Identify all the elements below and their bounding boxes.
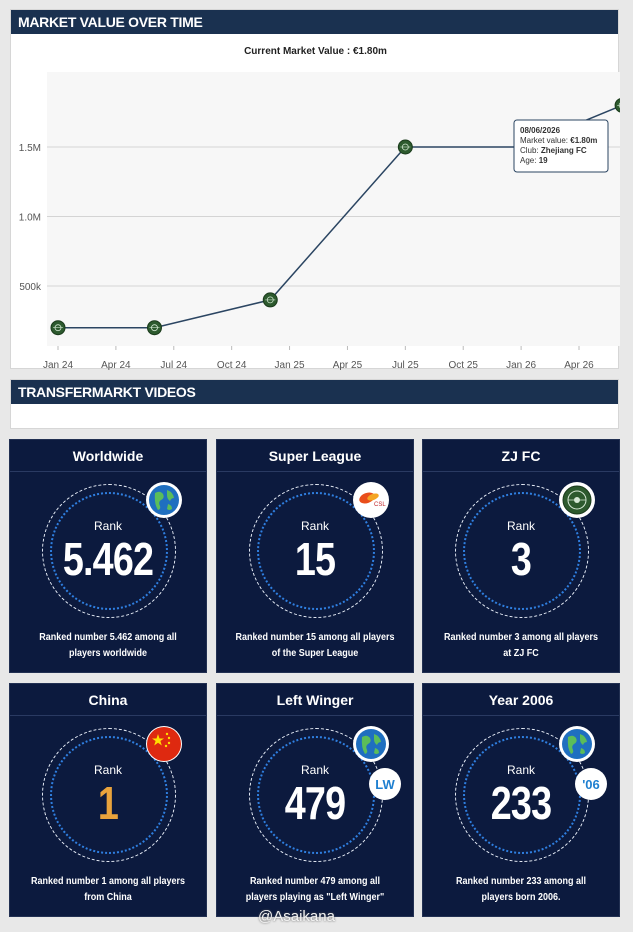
videos-header: TRANSFERMARKT VIDEOS bbox=[11, 380, 618, 404]
rank-ring-inner bbox=[50, 492, 168, 610]
x-tick-label: Jan 26 bbox=[506, 360, 536, 370]
rank-card[interactable]: Year 2006 Rank 233 '06 Ranked number 233 amo… bbox=[422, 683, 620, 917]
globe-icon bbox=[146, 482, 182, 518]
rank-ring-outer bbox=[455, 484, 589, 618]
club-crest-icon bbox=[559, 482, 595, 518]
china-flag-icon bbox=[146, 726, 182, 762]
position-badge: LW bbox=[369, 768, 401, 800]
rank-card[interactable]: China Rank 1 Ranked number 1 among all play… bbox=[9, 683, 207, 917]
rank-value: 5.462 bbox=[62, 533, 154, 585]
data-point[interactable] bbox=[50, 320, 66, 336]
videos-panel: TRANSFERMARKT VIDEOS bbox=[10, 379, 619, 429]
card-title-year-2006: Year 2006 bbox=[423, 684, 619, 716]
rank-label: Rank bbox=[506, 519, 535, 533]
rank-value: 3 bbox=[510, 533, 532, 585]
globe-icon bbox=[353, 726, 389, 762]
rank-label: Rank bbox=[300, 763, 329, 777]
rank-value: 479 bbox=[284, 777, 346, 829]
data-point[interactable] bbox=[397, 139, 413, 155]
data-point[interactable] bbox=[146, 320, 162, 336]
rank-card[interactable]: ZJ FC Rank 3 Ranked number 3 among all play… bbox=[422, 439, 620, 673]
rank-caption: Ranked number 233 among all players born… bbox=[455, 876, 587, 903]
position-badge: '06 bbox=[575, 768, 607, 800]
tooltip-line: 08/06/2026 bbox=[520, 126, 561, 135]
rank-caption: Ranked number 15 among all players of th… bbox=[235, 632, 395, 659]
svg-text:CSL: CSL bbox=[374, 502, 386, 508]
x-tick-label: Apr 25 bbox=[333, 360, 363, 370]
card-title-worldwide: Worldwide bbox=[10, 440, 206, 472]
market-value-panel: MARKET VALUE OVER TIME 500k 1.0M 1.5M Jan 2… bbox=[10, 9, 620, 370]
card-title-super-league: Super League bbox=[217, 440, 413, 472]
rank-label: Rank bbox=[506, 763, 535, 777]
y-tick-label: 1.5M bbox=[19, 143, 41, 154]
y-tick-label: 500k bbox=[19, 282, 42, 293]
rank-value: 15 bbox=[294, 533, 336, 585]
x-tick-label: Apr 26 bbox=[564, 360, 594, 370]
chart-subtitle: Current Market Value : €1.80m bbox=[244, 46, 387, 57]
card-title-left-winger: Left Winger bbox=[217, 684, 413, 716]
x-tick-label: Jan 24 bbox=[43, 360, 73, 370]
rank-ring-outer bbox=[42, 728, 176, 862]
rank-label: Rank bbox=[93, 519, 122, 533]
x-tick-label: Jul 25 bbox=[392, 360, 419, 370]
rank-label: Rank bbox=[300, 519, 329, 533]
league-logo-icon: CSL bbox=[353, 482, 389, 518]
rank-ring-inner bbox=[463, 492, 581, 610]
x-tick-label: Oct 24 bbox=[217, 360, 247, 370]
rank-ring-inner bbox=[257, 492, 375, 610]
rank-value: 233 bbox=[490, 777, 552, 829]
card-title-zj-fc: ZJ FC bbox=[423, 440, 619, 472]
rank-caption: Ranked number 3 among all players at ZJ … bbox=[443, 632, 599, 659]
x-tick-label: Oct 25 bbox=[448, 360, 478, 370]
y-tick-label: 1.0M bbox=[19, 213, 41, 224]
rank-value: 1 bbox=[97, 777, 119, 829]
market-value-header: MARKET VALUE OVER TIME bbox=[11, 10, 618, 34]
data-point[interactable] bbox=[614, 98, 620, 113]
tooltip-line: Market value: €1.80m bbox=[520, 136, 597, 145]
globe-icon bbox=[559, 726, 595, 762]
rank-caption: Ranked number 1 among all players from C… bbox=[30, 876, 186, 903]
rank-caption: Ranked number 479 among all players play… bbox=[245, 876, 385, 903]
rank-label: Rank bbox=[93, 763, 122, 777]
tooltip-line: Club: Zhejiang FC bbox=[520, 146, 587, 155]
data-point[interactable] bbox=[262, 292, 278, 308]
market-value-chart[interactable]: 500k 1.0M 1.5M Jan 24 Apr 24 Jul 24 Oct 24 Jan … bbox=[11, 10, 620, 370]
rank-card[interactable]: Left Winger Rank 479 LW Ranked number 479 am… bbox=[216, 683, 414, 917]
x-tick-label: Jan 25 bbox=[275, 360, 305, 370]
plot-area bbox=[47, 72, 620, 346]
rank-ring-inner bbox=[50, 736, 168, 854]
watermark-text: @Asaikana bbox=[258, 908, 335, 925]
x-tick-label: Jul 24 bbox=[160, 360, 187, 370]
card-title-china: China bbox=[10, 684, 206, 716]
rank-ring-outer bbox=[42, 484, 176, 618]
rank-card[interactable]: Worldwide Rank 5.462 Ranked number 5.462 am… bbox=[9, 439, 207, 673]
rank-ring-outer bbox=[249, 484, 383, 618]
tooltip-line: Age: 19 bbox=[520, 156, 548, 165]
rank-caption: Ranked number 5.462 among all players wo… bbox=[39, 632, 177, 659]
x-tick-label: Apr 24 bbox=[101, 360, 131, 370]
rank-card[interactable]: Super League Rank 15 CSL Ranked number 15 am… bbox=[216, 439, 414, 673]
